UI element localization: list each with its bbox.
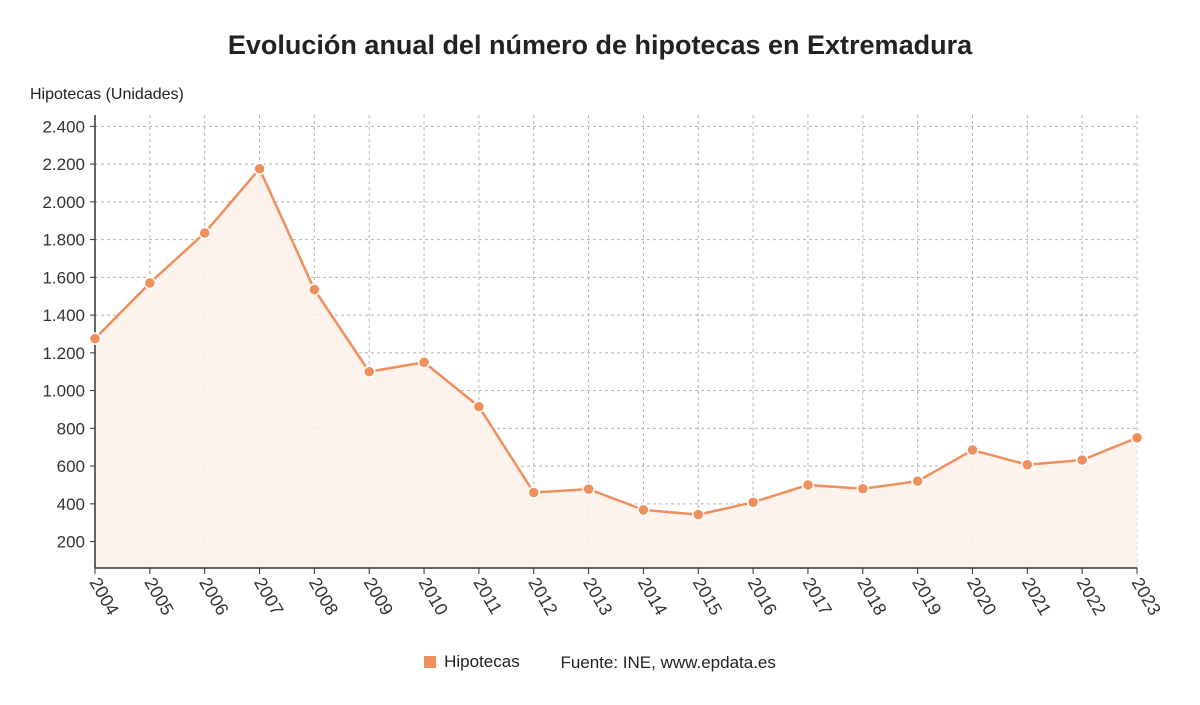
data-point (308, 283, 321, 296)
data-point (911, 474, 924, 488)
x-tick-label: 2011 (469, 574, 506, 618)
legend-label: Hipotecas (444, 652, 520, 671)
y-tick-label: 2.400 (42, 117, 85, 136)
x-tick-label: 2012 (524, 574, 561, 619)
y-axis-ticks: 200 400 600 800 1.000 1.200 1.400 1.600 1.800 2.0… (42, 117, 95, 552)
x-tick-label: 2018 (853, 574, 890, 619)
source-note: Fuente: INE, www.epdata.es (560, 653, 776, 672)
data-point (966, 443, 979, 457)
data-point (417, 356, 431, 369)
y-tick-label: 1.800 (42, 231, 85, 250)
data-point (362, 365, 376, 378)
x-tick-label: 2022 (1073, 574, 1110, 619)
data-point (472, 400, 486, 413)
x-tick-label: 2016 (744, 574, 781, 619)
x-tick-label: 2019 (908, 574, 945, 619)
data-point (143, 276, 157, 290)
y-tick-label: 1.200 (42, 344, 85, 363)
data-point (692, 508, 705, 521)
x-tick-label: 2006 (195, 574, 232, 619)
y-tick-label: 600 (57, 457, 85, 476)
data-point (253, 162, 266, 176)
data-points (88, 162, 1144, 521)
y-tick-label: 200 (57, 533, 85, 552)
y-tick-label: 2.000 (42, 193, 85, 212)
data-point (637, 503, 650, 517)
x-tick-label: 2010 (415, 574, 452, 619)
x-tick-label: 2005 (140, 574, 177, 619)
data-point (527, 486, 540, 499)
x-tick-label: 2020 (963, 574, 1000, 619)
y-tick-label: 400 (57, 495, 85, 514)
data-point (746, 496, 760, 509)
legend-item-hipotecas: Hipotecas (424, 652, 520, 672)
x-tick-label: 2015 (689, 574, 726, 619)
y-tick-label: 1.600 (42, 268, 85, 287)
y-tick-label: 800 (57, 419, 85, 438)
data-point (582, 482, 595, 496)
data-point (88, 332, 102, 345)
x-tick-label: 2023 (1128, 574, 1165, 619)
data-point (801, 478, 815, 492)
data-point (198, 226, 211, 240)
data-point (1075, 453, 1089, 467)
x-tick-label: 2008 (305, 574, 342, 619)
legend-swatch-icon (424, 656, 437, 668)
x-axis-ticks: 2004 2005 2006 2007 2008 2009 2010 2011 2012 2013… (86, 568, 1165, 619)
legend: Hipotecas Fuente: INE, www.epdata.es (0, 652, 1200, 673)
data-point (856, 482, 870, 495)
data-point (1130, 431, 1144, 445)
data-point (1021, 458, 1034, 472)
y-axis-label: Hipotecas (Unidades) (30, 86, 184, 103)
y-tick-label: 1.400 (42, 306, 85, 325)
x-tick-label: 2021 (1018, 574, 1055, 619)
chart-title: Evolución anual del número de hipotecas … (227, 30, 973, 60)
y-tick-label: 2.200 (42, 155, 85, 174)
x-tick-label: 2004 (86, 574, 123, 619)
y-tick-label: 1.000 (42, 382, 85, 401)
x-tick-label: 2017 (798, 574, 835, 619)
x-tick-label: 2013 (579, 574, 616, 619)
x-tick-label: 2009 (360, 574, 397, 619)
series-line-hipotecas (94, 166, 1138, 516)
series-area-fill (95, 168, 1137, 568)
x-tick-label: 2007 (250, 574, 287, 619)
x-tick-label: 2014 (634, 574, 671, 619)
